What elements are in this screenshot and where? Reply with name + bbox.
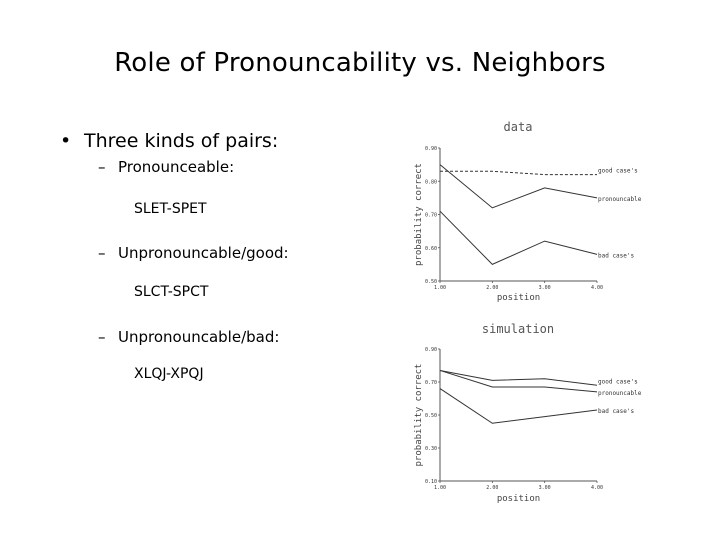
y-axis-label: probability correct (414, 163, 424, 266)
sub-item-unpronouncable-bad: – Unpronouncable/bad: (98, 328, 279, 346)
bullet-dot-icon: • (60, 130, 72, 152)
bullet-item: • Three kinds of pairs: (60, 130, 278, 152)
x-tick-label: 3.00 (539, 285, 551, 291)
series-line-1 (440, 170, 597, 176)
x-tick-label: 1.00 (434, 285, 446, 291)
y-tick-label: 0.50 (425, 413, 437, 419)
series-label: bad case's (598, 408, 635, 415)
series-line-2 (439, 369, 598, 393)
example-pronounceable: SLET-SPET (134, 201, 207, 217)
x-axis-label: position (497, 494, 540, 504)
y-tick-label: 0.80 (425, 179, 437, 185)
y-tick-label: 0.50 (425, 279, 437, 285)
sub-item-unpronouncable-good: – Unpronouncable/good: (98, 244, 289, 262)
series-line-3 (439, 388, 598, 424)
y-tick-label: 0.10 (425, 479, 437, 485)
series-line-1 (439, 369, 598, 386)
y-tick-label: 0.70 (425, 380, 437, 386)
x-tick-label: 1.00 (434, 485, 446, 491)
y-tick-label: 0.60 (425, 246, 437, 252)
dash-icon: – (98, 158, 106, 176)
example-unpronouncable-bad: XLQJ-XPQJ (134, 366, 204, 382)
slide-title: Role of Pronouncability vs. Neighbors (114, 48, 606, 78)
x-tick-label: 2.00 (486, 285, 498, 291)
x-tick-label: 4.00 (591, 285, 603, 291)
sub-item-label: Pronounceable: (118, 158, 235, 176)
line-chart-2: simulation 0.10 0.30 0.50 0.70 0.90 1.00 2.00 3.… (414, 322, 642, 504)
dash-icon: – (98, 244, 106, 262)
series-label: good case's (598, 378, 638, 385)
y-tick-label: 0.70 (425, 213, 437, 219)
sub-item-label: Unpronouncable/good: (118, 244, 289, 262)
series-label: pronouncable (598, 196, 642, 203)
series-line-3 (439, 210, 598, 265)
x-tick-label: 2.00 (486, 485, 498, 491)
series-label: bad case's (598, 252, 635, 259)
chart-title: data (504, 120, 533, 134)
x-tick-label: 4.00 (591, 485, 603, 491)
y-tick-label: 0.90 (425, 146, 437, 152)
y-tick-label: 0.30 (425, 446, 437, 452)
chart-title: simulation (482, 322, 554, 336)
y-tick-label: 0.90 (425, 347, 437, 353)
sub-item-label: Unpronouncable/bad: (118, 328, 280, 346)
sub-item-pronounceable: – Pronounceable: (98, 158, 234, 176)
y-axis-label: probability correct (414, 364, 424, 467)
series-label: pronouncable (598, 390, 642, 397)
x-tick-label: 3.00 (539, 485, 551, 491)
x-axis-label: position (497, 293, 540, 303)
series-line-2 (439, 164, 598, 209)
bullet-text: Three kinds of pairs: (84, 130, 279, 152)
series-label: good case's (598, 168, 638, 175)
line-chart-1: data 0.50 0.60 0.70 0.80 0.90 1.00 2.00 3.00 4.00… (414, 120, 642, 303)
dash-icon: – (98, 328, 106, 346)
example-unpronouncable-good: SLCT-SPCT (134, 284, 209, 300)
